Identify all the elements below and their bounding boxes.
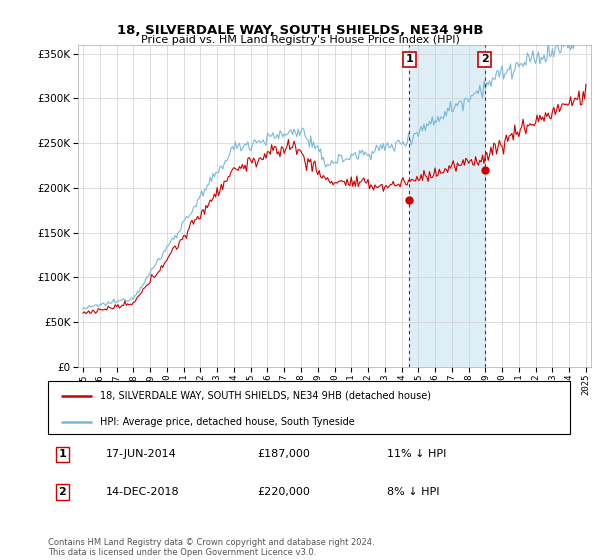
Text: 2: 2 — [481, 54, 488, 64]
Text: 8% ↓ HPI: 8% ↓ HPI — [388, 487, 440, 497]
Text: HPI: Average price, detached house, South Tyneside: HPI: Average price, detached house, Sout… — [100, 417, 355, 427]
Text: 1: 1 — [406, 54, 413, 64]
Text: Price paid vs. HM Land Registry's House Price Index (HPI): Price paid vs. HM Land Registry's House … — [140, 35, 460, 45]
Text: 11% ↓ HPI: 11% ↓ HPI — [388, 449, 446, 459]
Text: 2: 2 — [58, 487, 66, 497]
Bar — [409, 45, 485, 367]
Text: 1: 1 — [58, 449, 66, 459]
Text: 18, SILVERDALE WAY, SOUTH SHIELDS, NE34 9HB: 18, SILVERDALE WAY, SOUTH SHIELDS, NE34 … — [117, 24, 483, 36]
Text: 17-JUN-2014: 17-JUN-2014 — [106, 449, 176, 459]
Text: 18, SILVERDALE WAY, SOUTH SHIELDS, NE34 9HB (detached house): 18, SILVERDALE WAY, SOUTH SHIELDS, NE34 … — [100, 391, 431, 401]
Text: £187,000: £187,000 — [257, 449, 310, 459]
Text: 14-DEC-2018: 14-DEC-2018 — [106, 487, 179, 497]
Text: Contains HM Land Registry data © Crown copyright and database right 2024.
This d: Contains HM Land Registry data © Crown c… — [48, 538, 374, 557]
Text: £220,000: £220,000 — [257, 487, 310, 497]
